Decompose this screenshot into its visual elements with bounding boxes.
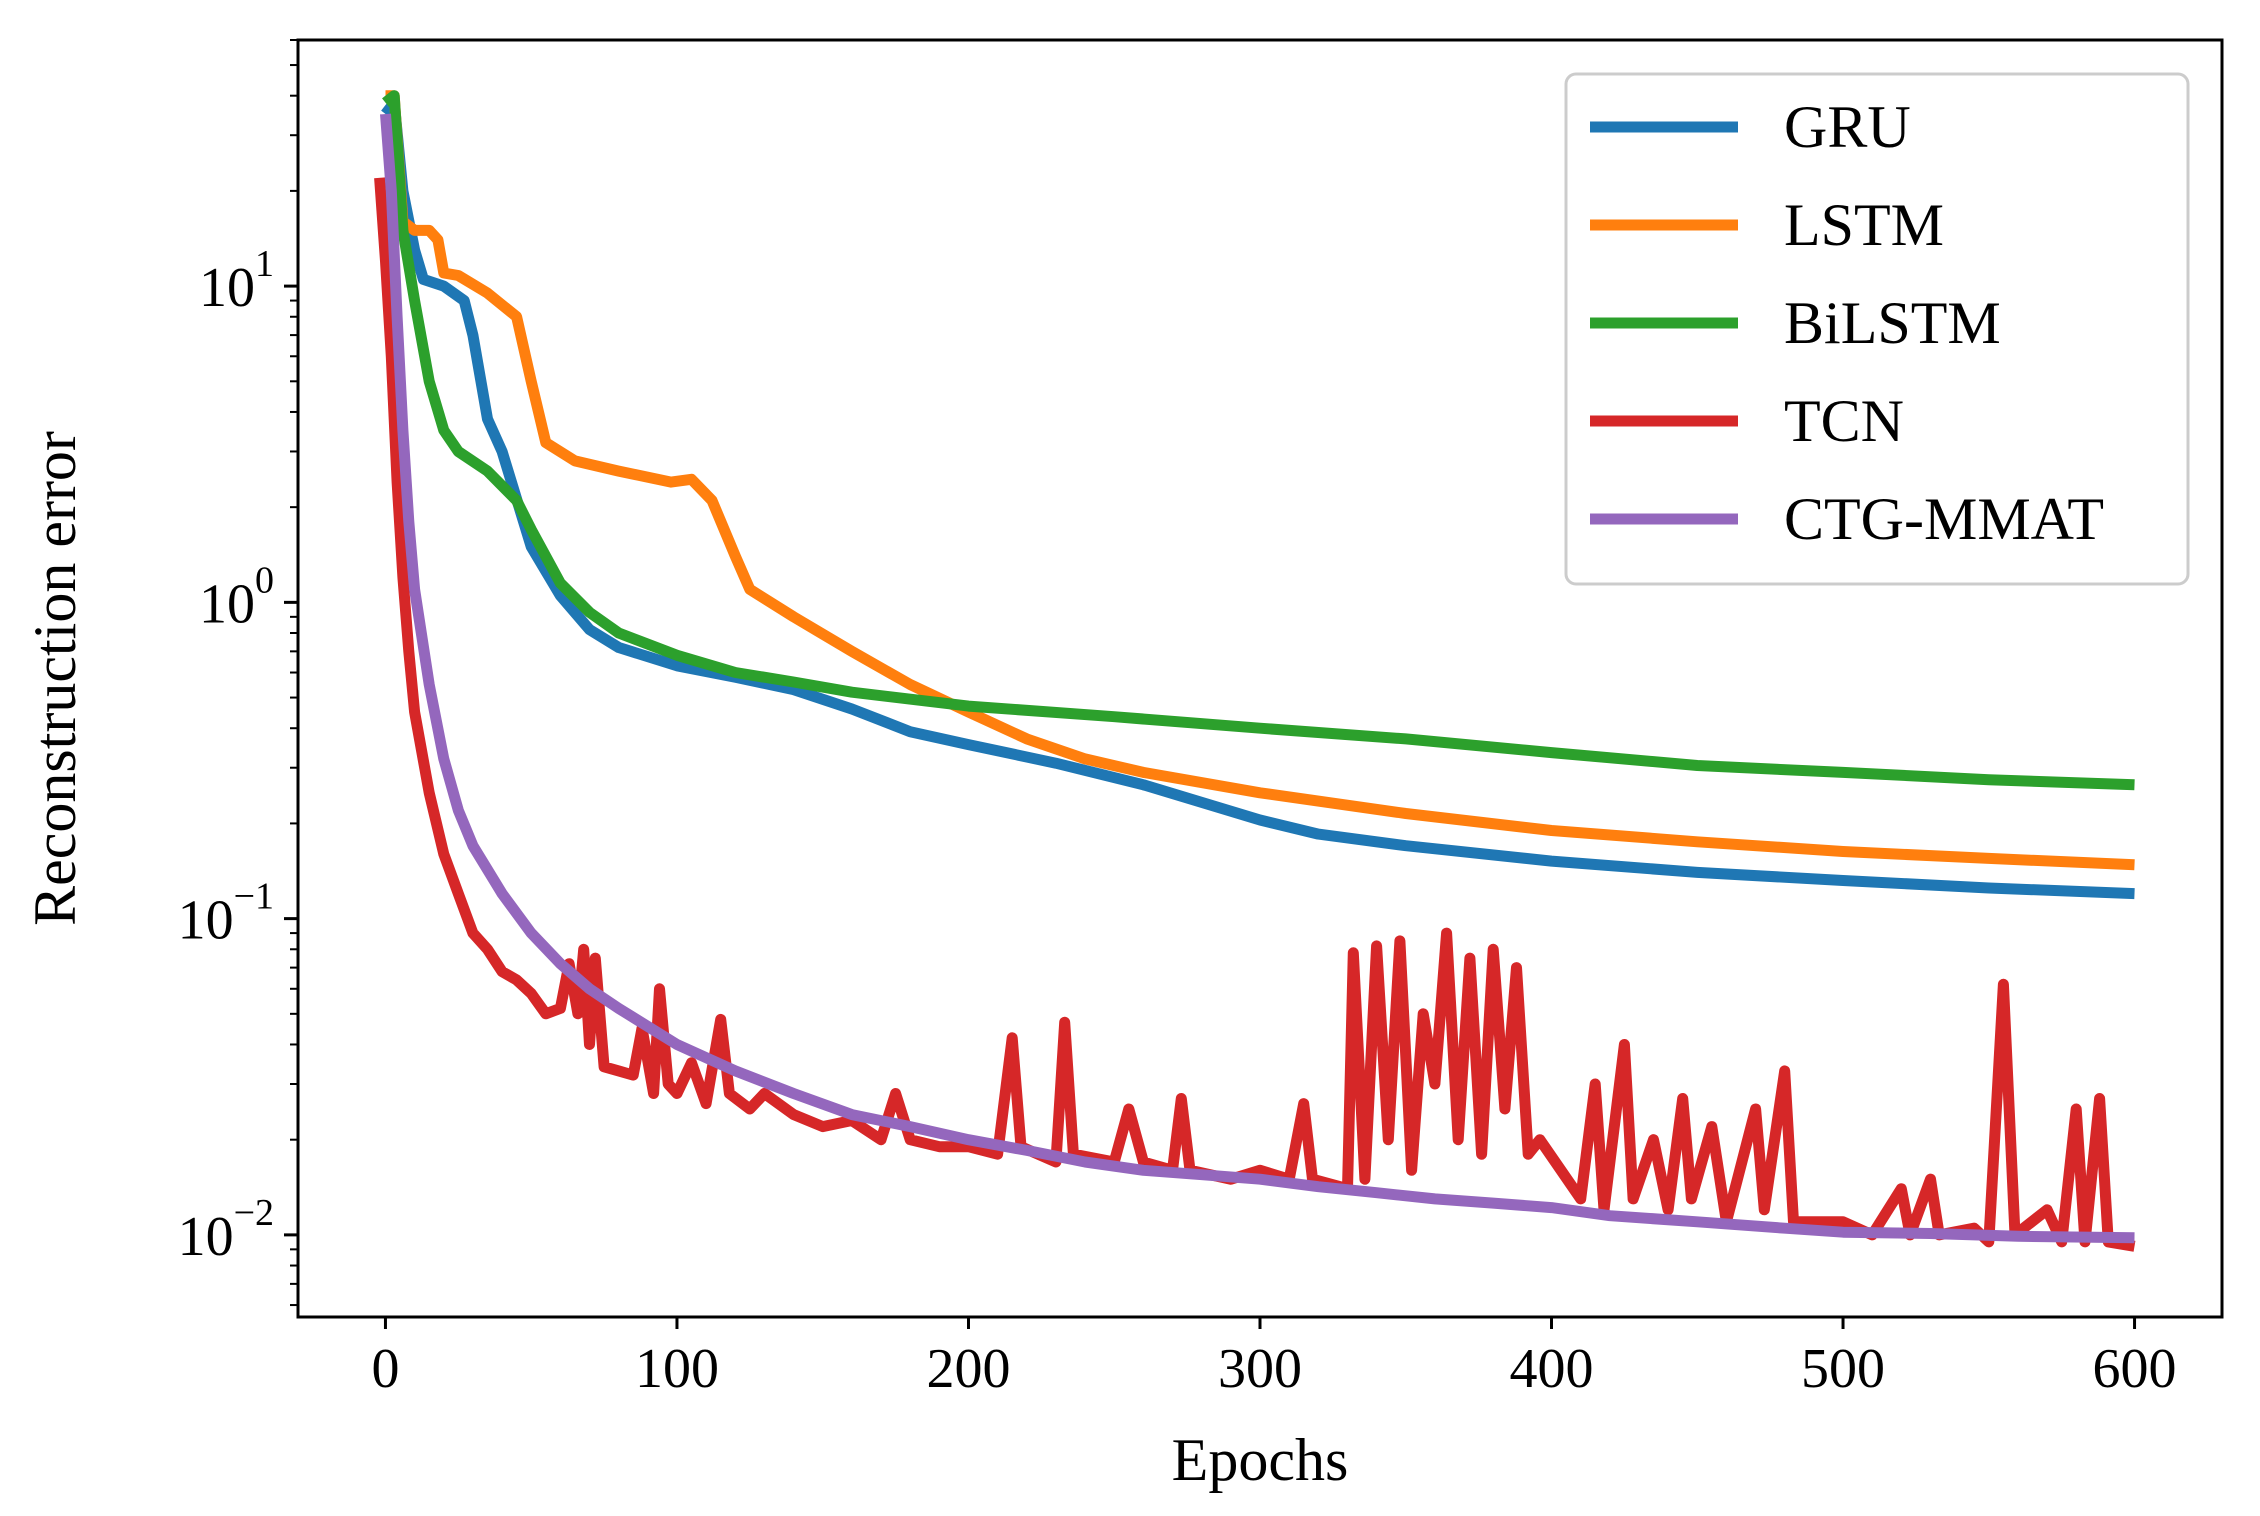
- y-tick-label: 101: [199, 243, 274, 319]
- y-axis-label: Reconstruction error: [22, 431, 88, 926]
- series-line-lstm: [385, 90, 2135, 871]
- y-tick-label: 10−1: [178, 876, 274, 952]
- legend-label-lstm: LSTM: [1784, 192, 1944, 258]
- x-tick-label: 300: [1218, 1338, 1302, 1400]
- x-tick-label: 100: [635, 1338, 719, 1400]
- legend-label-ctg-mmat: CTG-MMAT: [1784, 486, 2104, 552]
- x-tick-label: 400: [1510, 1338, 1594, 1400]
- y-tick-label: 100: [199, 559, 274, 635]
- legend-box: [1564, 72, 2190, 586]
- series-layer: [374, 90, 2136, 1252]
- x-tick-label: 500: [1801, 1338, 1885, 1400]
- y-tick-label: 10−2: [178, 1192, 274, 1268]
- series-line-ctg-mmat: [380, 113, 2135, 1244]
- x-tick-label: 600: [2093, 1338, 2177, 1400]
- x-tick-label: 0: [371, 1338, 399, 1400]
- legend-label-bilstm: BiLSTM: [1784, 290, 2001, 356]
- series-line-bilstm: [382, 90, 2135, 791]
- ticks-layer: 0 100 200 300 400 500 600 101 100 10−1 10−2: [178, 39, 2177, 1400]
- x-axis-label: Epochs: [1172, 1427, 1349, 1493]
- legend: GRU LSTM BiLSTM TCN CTG-MMAT: [1564, 72, 2190, 586]
- x-tick-label: 200: [926, 1338, 1010, 1400]
- legend-label-gru: GRU: [1784, 94, 1911, 160]
- series-line-gru: [381, 97, 2135, 900]
- legend-label-tcn: TCN: [1784, 388, 1904, 454]
